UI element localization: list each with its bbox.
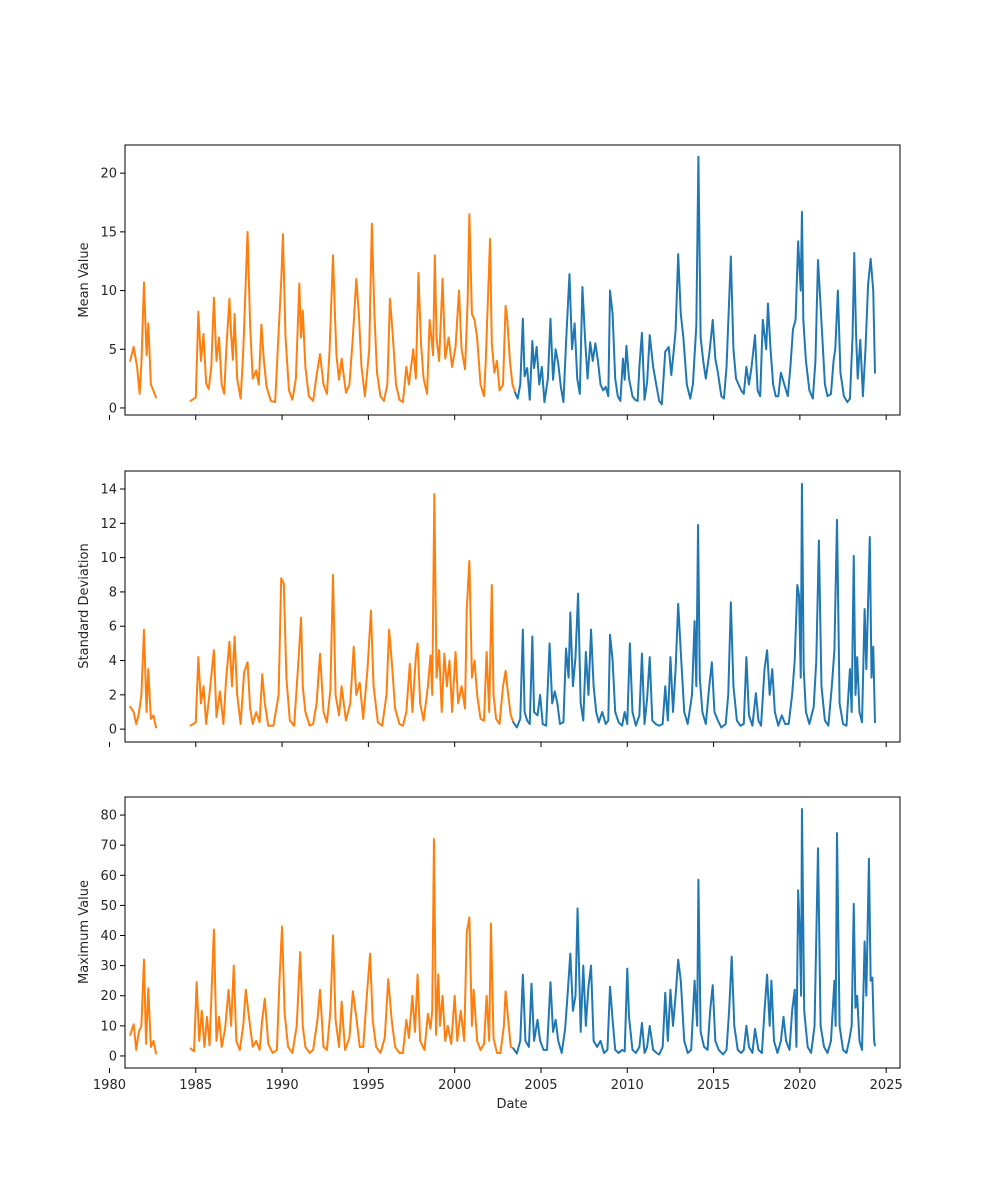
standard-deviation-series-2-line xyxy=(512,482,876,729)
standard-deviation-ytick-label: 2 xyxy=(109,688,117,703)
mean-value-axes-frame xyxy=(124,144,901,416)
standard-deviation-ytick-label: 0 xyxy=(109,723,117,738)
standard-deviation-subplot: Standard Deviation 0 2 4 6 8 10 12 14 xyxy=(77,470,901,747)
maximum-value-series-1-line xyxy=(129,838,515,1055)
maximum-value-series-2-line xyxy=(512,808,876,1056)
maximum-value-xtick-label: 1985 xyxy=(179,1078,212,1093)
standard-deviation-ytick-label: 12 xyxy=(100,517,117,532)
maximum-value-ytick-label: 60 xyxy=(100,869,117,884)
maximum-value-xtick-label: 2005 xyxy=(524,1078,557,1093)
mean-value-ytick-label: 5 xyxy=(109,343,117,358)
maximum-value-ytick-label: 30 xyxy=(100,959,117,974)
maximum-value-xtick-label: 1990 xyxy=(266,1078,299,1093)
mean-value-ytick-label: 10 xyxy=(100,284,117,299)
maximum-value-ytick-label: 70 xyxy=(100,839,117,854)
standard-deviation-ytick-label: 6 xyxy=(109,620,117,635)
maximum-value-ylabel: Maximum Value xyxy=(77,880,92,984)
maximum-value-xtick-label: 2015 xyxy=(697,1078,730,1093)
maximum-value-axes-frame xyxy=(124,796,901,1069)
maximum-value-xtick-label: 2020 xyxy=(783,1078,816,1093)
standard-deviation-ytick-label: 10 xyxy=(100,551,117,566)
maximum-value-xtick-label: 1995 xyxy=(352,1078,385,1093)
mean-value-ytick-label: 15 xyxy=(100,225,117,240)
maximum-value-xtick-label: 2025 xyxy=(870,1078,903,1093)
mean-value-series-1-line xyxy=(129,213,517,404)
maximum-value-ytick-label: 40 xyxy=(100,929,117,944)
standard-deviation-axes-frame xyxy=(124,470,901,743)
standard-deviation-series-1-line xyxy=(129,493,515,729)
mean-value-series-2-line xyxy=(514,155,876,406)
mean-value-ytick-label: 20 xyxy=(100,167,117,182)
maximum-value-ytick-label: 50 xyxy=(100,899,117,914)
standard-deviation-ytick-label: 8 xyxy=(109,585,117,600)
standard-deviation-ytick-label: 4 xyxy=(109,654,117,669)
maximum-value-ytick-label: 20 xyxy=(100,989,117,1004)
maximum-value-ytick-label: 80 xyxy=(100,809,117,824)
maximum-value-xtick-label: 2010 xyxy=(611,1078,644,1093)
mean-value-ylabel: Mean Value xyxy=(77,242,92,317)
mean-value-ytick-label: 0 xyxy=(109,401,117,416)
maximum-value-ytick-label: 0 xyxy=(109,1049,117,1064)
date-xlabel: Date xyxy=(496,1097,527,1112)
maximum-value-ytick-label: 10 xyxy=(100,1019,117,1034)
maximum-value-subplot: Maximum Value Date 0 10 20 30 40 50 60 70 80 1980… xyxy=(77,796,903,1112)
maximum-value-xtick-label: 1980 xyxy=(93,1078,126,1093)
mean-value-subplot: Mean Value 0 5 10 15 20 xyxy=(77,144,901,420)
standard-deviation-ylabel: Standard Deviation xyxy=(77,543,92,668)
maximum-value-xtick-label: 2000 xyxy=(438,1078,471,1093)
standard-deviation-ytick-label: 14 xyxy=(100,483,117,498)
